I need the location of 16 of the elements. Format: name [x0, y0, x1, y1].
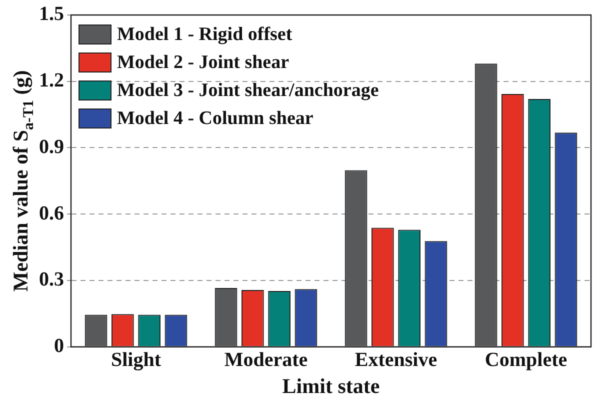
x-tick-label: Moderate — [224, 348, 308, 371]
legend-label: Model 2 - Joint shear — [117, 52, 290, 73]
y-tick-label: 0.9 — [39, 136, 64, 158]
x-tick-label: Extensive — [354, 348, 438, 371]
x-tick-label: Complete — [484, 348, 568, 371]
legend-label: Model 4 - Column shear — [117, 108, 314, 129]
y-tick-label: 0.6 — [39, 202, 64, 224]
y-tick-label: 1.5 — [39, 3, 64, 26]
x-axis-title: Limit state — [282, 374, 380, 398]
y-axis-title: Median value of Sa-T1 (g) — [8, 70, 37, 292]
x-tick-label: Slight — [110, 348, 162, 371]
y-tick-label: 0 — [54, 334, 64, 357]
legend-label: Model 3 - Joint shear/anchorage — [117, 80, 379, 101]
y-tick-label: 0.3 — [39, 268, 64, 291]
legend-label: Model 1 - Rigid offset — [117, 24, 293, 45]
y-tick-label: 1.2 — [39, 70, 64, 92]
